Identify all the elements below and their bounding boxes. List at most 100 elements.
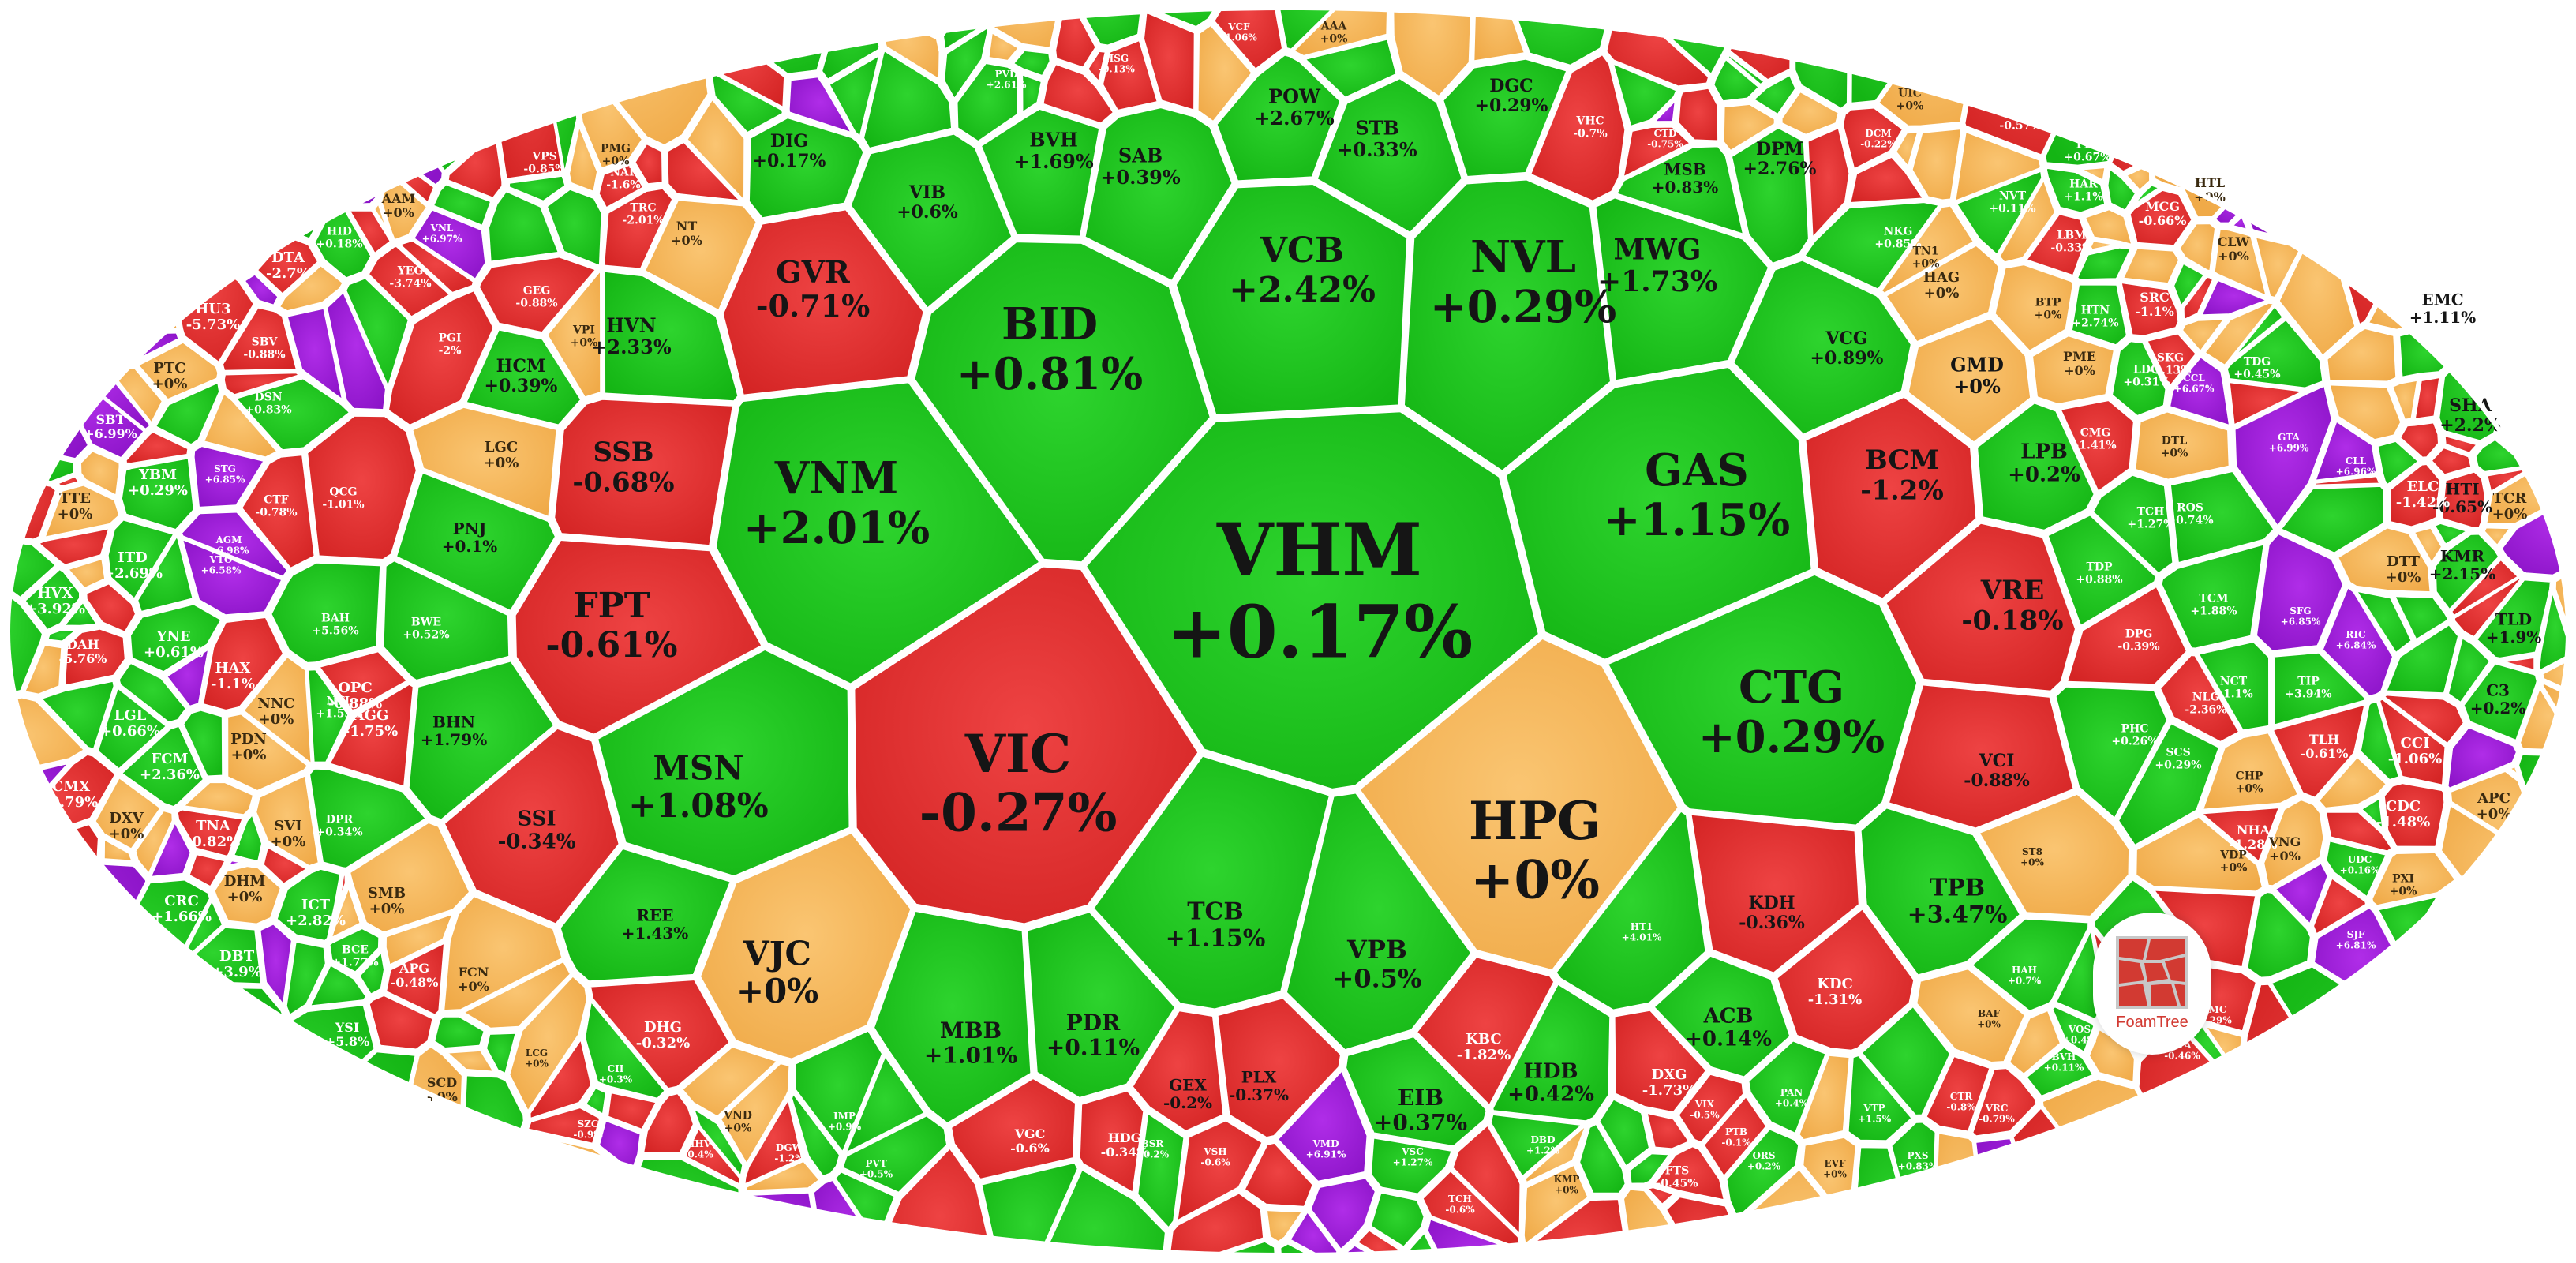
cell-hcm[interactable] — [464, 328, 583, 427]
cell-nvt[interactable] — [1954, 169, 2044, 257]
cell-htn[interactable] — [2069, 283, 2129, 347]
cell-ht1[interactable] — [1554, 809, 1708, 1012]
cell-nkg[interactable] — [1803, 201, 1941, 291]
cell-kmp[interactable] — [1522, 1163, 1590, 1246]
cell-kmr[interactable] — [2433, 532, 2501, 612]
cell-hpg[interactable] — [1357, 636, 1680, 973]
cell-agg[interactable] — [328, 682, 415, 789]
cell-pan[interactable] — [1747, 1039, 1828, 1136]
cell-vto[interactable] — [180, 537, 284, 617]
cell-dpr[interactable] — [308, 766, 428, 870]
cell-bhn[interactable] — [406, 659, 556, 822]
cell-pdn[interactable] — [226, 712, 310, 793]
cell-dxg[interactable] — [1612, 1008, 1709, 1115]
cell-bwe[interactable] — [381, 559, 511, 682]
cell-tna[interactable] — [175, 808, 245, 858]
cell-ldg[interactable] — [2110, 339, 2168, 418]
cell-dtl[interactable] — [2133, 410, 2231, 482]
cell-lpb[interactable] — [1975, 401, 2096, 532]
cell-tdp[interactable] — [2046, 513, 2158, 628]
cell-gmd[interactable] — [1906, 317, 2033, 444]
cell-tcm[interactable] — [2159, 542, 2266, 650]
cell-phc[interactable] — [2054, 684, 2170, 820]
cell-ict[interactable] — [275, 867, 343, 943]
cell-lcg[interactable] — [507, 974, 589, 1113]
cell-ssi[interactable] — [442, 726, 621, 926]
cell-fpt[interactable] — [513, 538, 764, 736]
cell-pxi[interactable] — [2370, 850, 2458, 908]
cell-tlh[interactable] — [2271, 703, 2367, 800]
cell-tn1[interactable] — [1879, 204, 1975, 295]
cell-pme[interactable] — [2031, 334, 2116, 407]
cell-nvl[interactable] — [1402, 178, 1612, 473]
cell-mbb[interactable] — [872, 909, 1033, 1126]
cell-vcg[interactable] — [1732, 258, 1913, 437]
cell-vnd[interactable] — [718, 1062, 792, 1166]
cell-cii[interactable] — [583, 999, 667, 1100]
cell-vcf[interactable] — [1212, 0, 1285, 71]
cell-skg[interactable] — [2145, 332, 2198, 389]
cell-stb[interactable] — [1315, 77, 1464, 234]
cell-opc[interactable] — [317, 650, 410, 714]
cell-gas[interactable] — [1503, 365, 1814, 661]
cell-ssb[interactable] — [552, 397, 735, 548]
cell-hvn[interactable] — [602, 269, 740, 403]
cell-dgw[interactable] — [743, 1097, 804, 1186]
cell-tld[interactable] — [2475, 578, 2552, 660]
cell-kbc[interactable] — [1414, 955, 1556, 1107]
cell-gex[interactable] — [1130, 1009, 1226, 1133]
cell-dhm[interactable] — [212, 864, 283, 926]
cell-vic[interactable] — [852, 564, 1200, 926]
cell-ctr[interactable] — [1924, 1055, 1992, 1134]
cell-cll[interactable] — [2313, 419, 2379, 482]
cell-ntl[interactable] — [306, 668, 350, 764]
cell-qcg[interactable] — [305, 414, 418, 561]
cell-kdh[interactable] — [1689, 812, 1861, 975]
cell-hdb[interactable] — [1491, 982, 1612, 1123]
cell-itd[interactable] — [106, 518, 176, 601]
cell-ros[interactable] — [2168, 469, 2276, 565]
cell-dtt[interactable] — [2336, 526, 2432, 594]
cell-vrc[interactable] — [1971, 1066, 2039, 1138]
cell-ptb[interactable] — [1702, 1094, 1769, 1179]
cell-pnj[interactable] — [394, 470, 557, 613]
cell-ric[interactable] — [2320, 586, 2395, 698]
cell-hag[interactable] — [1884, 243, 2001, 344]
cell-geg[interactable] — [477, 255, 598, 335]
cell-eib[interactable] — [1344, 1035, 1488, 1149]
cell-vmd[interactable] — [1275, 1069, 1369, 1183]
cell-clw[interactable] — [2212, 227, 2268, 298]
cell-msn[interactable] — [596, 647, 852, 879]
cell-hvx[interactable] — [23, 568, 81, 632]
cell-bvh[interactable] — [979, 107, 1102, 238]
cell-tcb[interactable] — [1091, 754, 1331, 1011]
cell-bid[interactable] — [912, 240, 1212, 564]
cell-hsg[interactable] — [1101, 38, 1159, 112]
cell-bsr[interactable] — [1136, 1111, 1186, 1230]
cell-lgc[interactable] — [410, 405, 559, 519]
cell-vnm[interactable] — [713, 380, 1042, 686]
cell-pxs[interactable] — [1889, 1120, 1938, 1263]
cell-vib[interactable] — [848, 132, 1014, 310]
cell-dah[interactable] — [62, 627, 127, 688]
cell-sbv[interactable] — [220, 305, 298, 373]
cell-lbm[interactable] — [2024, 212, 2089, 278]
cell-ree[interactable] — [558, 846, 732, 984]
cell-vcb[interactable] — [1174, 182, 1410, 417]
cell-ccl[interactable] — [2168, 355, 2231, 427]
cell-dbd[interactable] — [1488, 1112, 1585, 1179]
cell-vsh[interactable] — [1175, 1119, 1264, 1223]
cell-vpi[interactable] — [545, 270, 603, 399]
cell-nt2[interactable] — [642, 198, 758, 313]
cell-vng[interactable] — [2262, 798, 2326, 888]
cell-vhm[interactable] — [1084, 410, 1541, 791]
cell-agm[interactable] — [179, 510, 290, 579]
cell-baf[interactable] — [1915, 967, 2027, 1064]
cell-sab[interactable] — [1083, 106, 1234, 283]
cell-chp[interactable] — [2200, 731, 2301, 811]
cell-gvr[interactable] — [721, 208, 926, 397]
cell-cci[interactable] — [2378, 697, 2447, 787]
cell-stg[interactable] — [192, 444, 266, 509]
cell-imp[interactable] — [793, 1029, 885, 1154]
cell-bah[interactable] — [269, 560, 383, 665]
